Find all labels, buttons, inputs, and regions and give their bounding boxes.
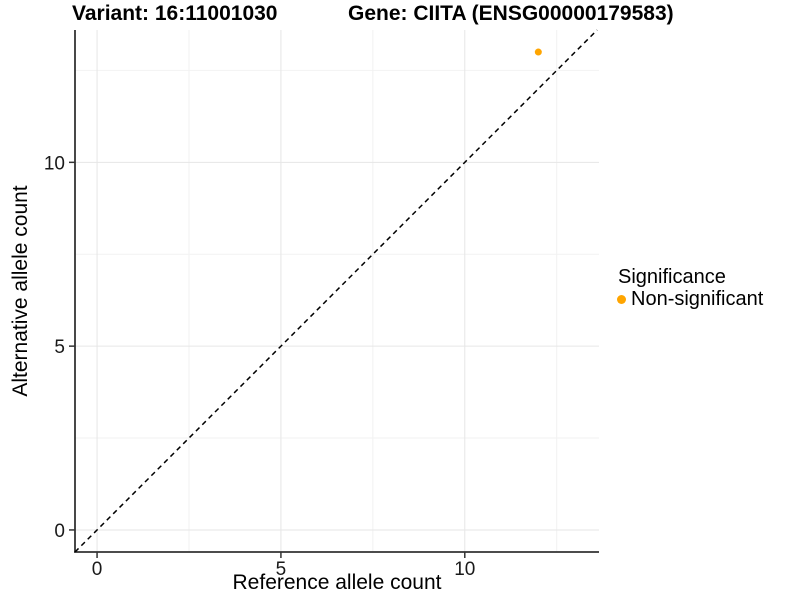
- gene-title: Gene: CIITA (ENSG00000179583): [348, 2, 674, 25]
- legend-point-icon: [617, 294, 626, 304]
- legend-title: Significance: [618, 266, 726, 288]
- y-tick-label: 10: [44, 153, 65, 174]
- x-tick-label: 0: [92, 559, 103, 580]
- x-axis-title: Reference allele count: [232, 571, 442, 594]
- identity-line: [74, 29, 598, 553]
- data-point: [534, 48, 542, 56]
- legend-item: Non-significant: [616, 288, 763, 310]
- variant-title: Variant: 16:11001030: [72, 2, 278, 25]
- legend: Significance Non-significant: [616, 266, 763, 310]
- x-tick-label: 10: [454, 559, 475, 580]
- y-tick-label: 5: [54, 337, 65, 358]
- y-tick-label: 0: [54, 521, 65, 542]
- y-axis-title: Alternative allele count: [9, 185, 32, 397]
- x-tick-label: 5: [276, 559, 287, 580]
- legend-item-label: Non-significant: [631, 288, 764, 310]
